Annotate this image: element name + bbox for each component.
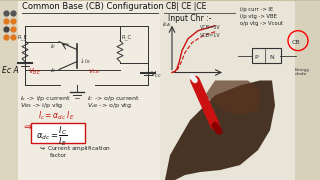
Polygon shape <box>0 1 18 180</box>
Text: $I_C$: $I_C$ <box>50 66 57 75</box>
Text: $I_c = \alpha_{dc}\ I_E$: $I_c = \alpha_{dc}\ I_E$ <box>38 109 75 122</box>
Text: $V_{CB}$: $V_{CB}$ <box>88 68 100 76</box>
Polygon shape <box>165 80 275 180</box>
Text: R_E: R_E <box>17 35 27 40</box>
Text: $\Rightarrow$: $\Rightarrow$ <box>22 122 34 132</box>
FancyBboxPatch shape <box>31 123 85 143</box>
Text: $V_{cB}$ -> o/p vtg: $V_{cB}$ -> o/p vtg <box>87 101 132 110</box>
Text: i/p vtg -> VBE: i/p vtg -> VBE <box>240 14 277 19</box>
Text: $V_{BE}$: $V_{BE}$ <box>28 66 41 77</box>
Text: Input Chr :-: Input Chr :- <box>168 14 212 23</box>
Text: N: N <box>269 55 274 60</box>
Text: $V_{BS}$ -> i/p vtg: $V_{BS}$ -> i/p vtg <box>20 101 63 110</box>
Polygon shape <box>295 1 320 180</box>
Polygon shape <box>0 1 160 180</box>
Text: VCB=5V: VCB=5V <box>200 25 221 30</box>
Text: P: P <box>254 55 258 60</box>
Text: $\alpha_{dc} = \dfrac{I_C}{I_E}$: $\alpha_{dc} = \dfrac{I_C}{I_E}$ <box>36 124 68 148</box>
Text: $I_{EA}$: $I_{EA}$ <box>162 20 171 29</box>
Text: $I_E$: $I_E$ <box>50 42 57 51</box>
Text: CB| CE |CE: CB| CE |CE <box>166 2 206 11</box>
Text: $I_C$ -> o/p current: $I_C$ -> o/p current <box>87 94 140 103</box>
Polygon shape <box>205 80 260 115</box>
Text: Ec A: Ec A <box>2 66 19 75</box>
Text: i/p curr -> IE: i/p curr -> IE <box>240 7 273 12</box>
Text: Energy
diode: Energy diode <box>295 68 310 76</box>
FancyBboxPatch shape <box>252 48 281 63</box>
Text: $V_{cc}$: $V_{cc}$ <box>150 69 162 80</box>
Text: CB: CB <box>292 40 300 45</box>
Text: $\hookrightarrow$ Current amplification: $\hookrightarrow$ Current amplification <box>38 144 111 153</box>
Text: factor: factor <box>50 153 67 158</box>
Text: VCB=1V: VCB=1V <box>200 33 221 38</box>
Text: R_C: R_C <box>122 35 132 40</box>
Polygon shape <box>160 1 320 180</box>
Text: $I_e$ -> i/p current: $I_e$ -> i/p current <box>20 94 71 103</box>
Text: o/p vtg -> Vcout: o/p vtg -> Vcout <box>240 21 283 26</box>
Text: $\downarrow I_B$: $\downarrow I_B$ <box>78 57 91 66</box>
Text: Common Base (CB) Configuration: Common Base (CB) Configuration <box>22 2 164 11</box>
